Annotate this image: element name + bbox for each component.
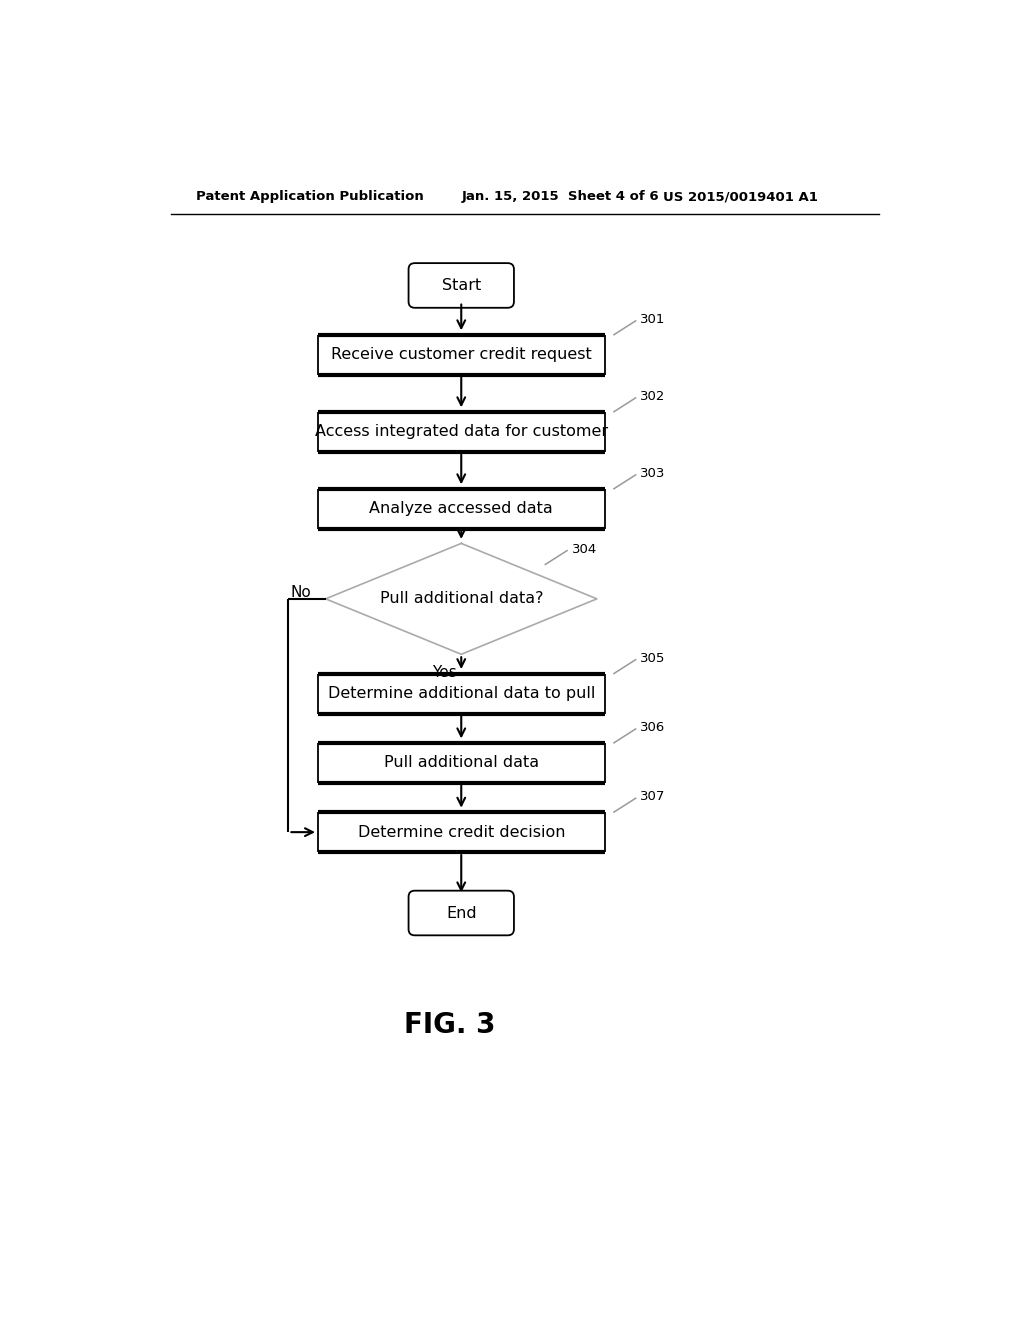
FancyBboxPatch shape <box>409 891 514 936</box>
Text: Determine credit decision: Determine credit decision <box>357 825 565 840</box>
Text: 304: 304 <box>571 543 597 556</box>
Text: Yes: Yes <box>432 665 457 680</box>
Text: Jan. 15, 2015  Sheet 4 of 6: Jan. 15, 2015 Sheet 4 of 6 <box>461 190 658 203</box>
Text: Start: Start <box>441 279 481 293</box>
Text: No: No <box>291 585 311 601</box>
Text: 303: 303 <box>640 467 666 480</box>
Text: Access integrated data for customer: Access integrated data for customer <box>314 424 608 440</box>
Text: Patent Application Publication: Patent Application Publication <box>197 190 424 203</box>
Text: Pull additional data: Pull additional data <box>384 755 539 771</box>
Text: 305: 305 <box>640 652 666 665</box>
Text: 302: 302 <box>640 389 666 403</box>
Text: FIG. 3: FIG. 3 <box>403 1011 496 1039</box>
Text: 306: 306 <box>640 721 666 734</box>
Text: Pull additional data?: Pull additional data? <box>380 591 543 606</box>
Text: Receive customer credit request: Receive customer credit request <box>331 347 592 362</box>
Text: Determine additional data to pull: Determine additional data to pull <box>328 686 595 701</box>
Text: End: End <box>445 906 476 920</box>
Text: 301: 301 <box>640 313 666 326</box>
Text: Analyze accessed data: Analyze accessed data <box>370 502 553 516</box>
FancyBboxPatch shape <box>409 263 514 308</box>
Text: 307: 307 <box>640 791 666 804</box>
Text: US 2015/0019401 A1: US 2015/0019401 A1 <box>663 190 817 203</box>
